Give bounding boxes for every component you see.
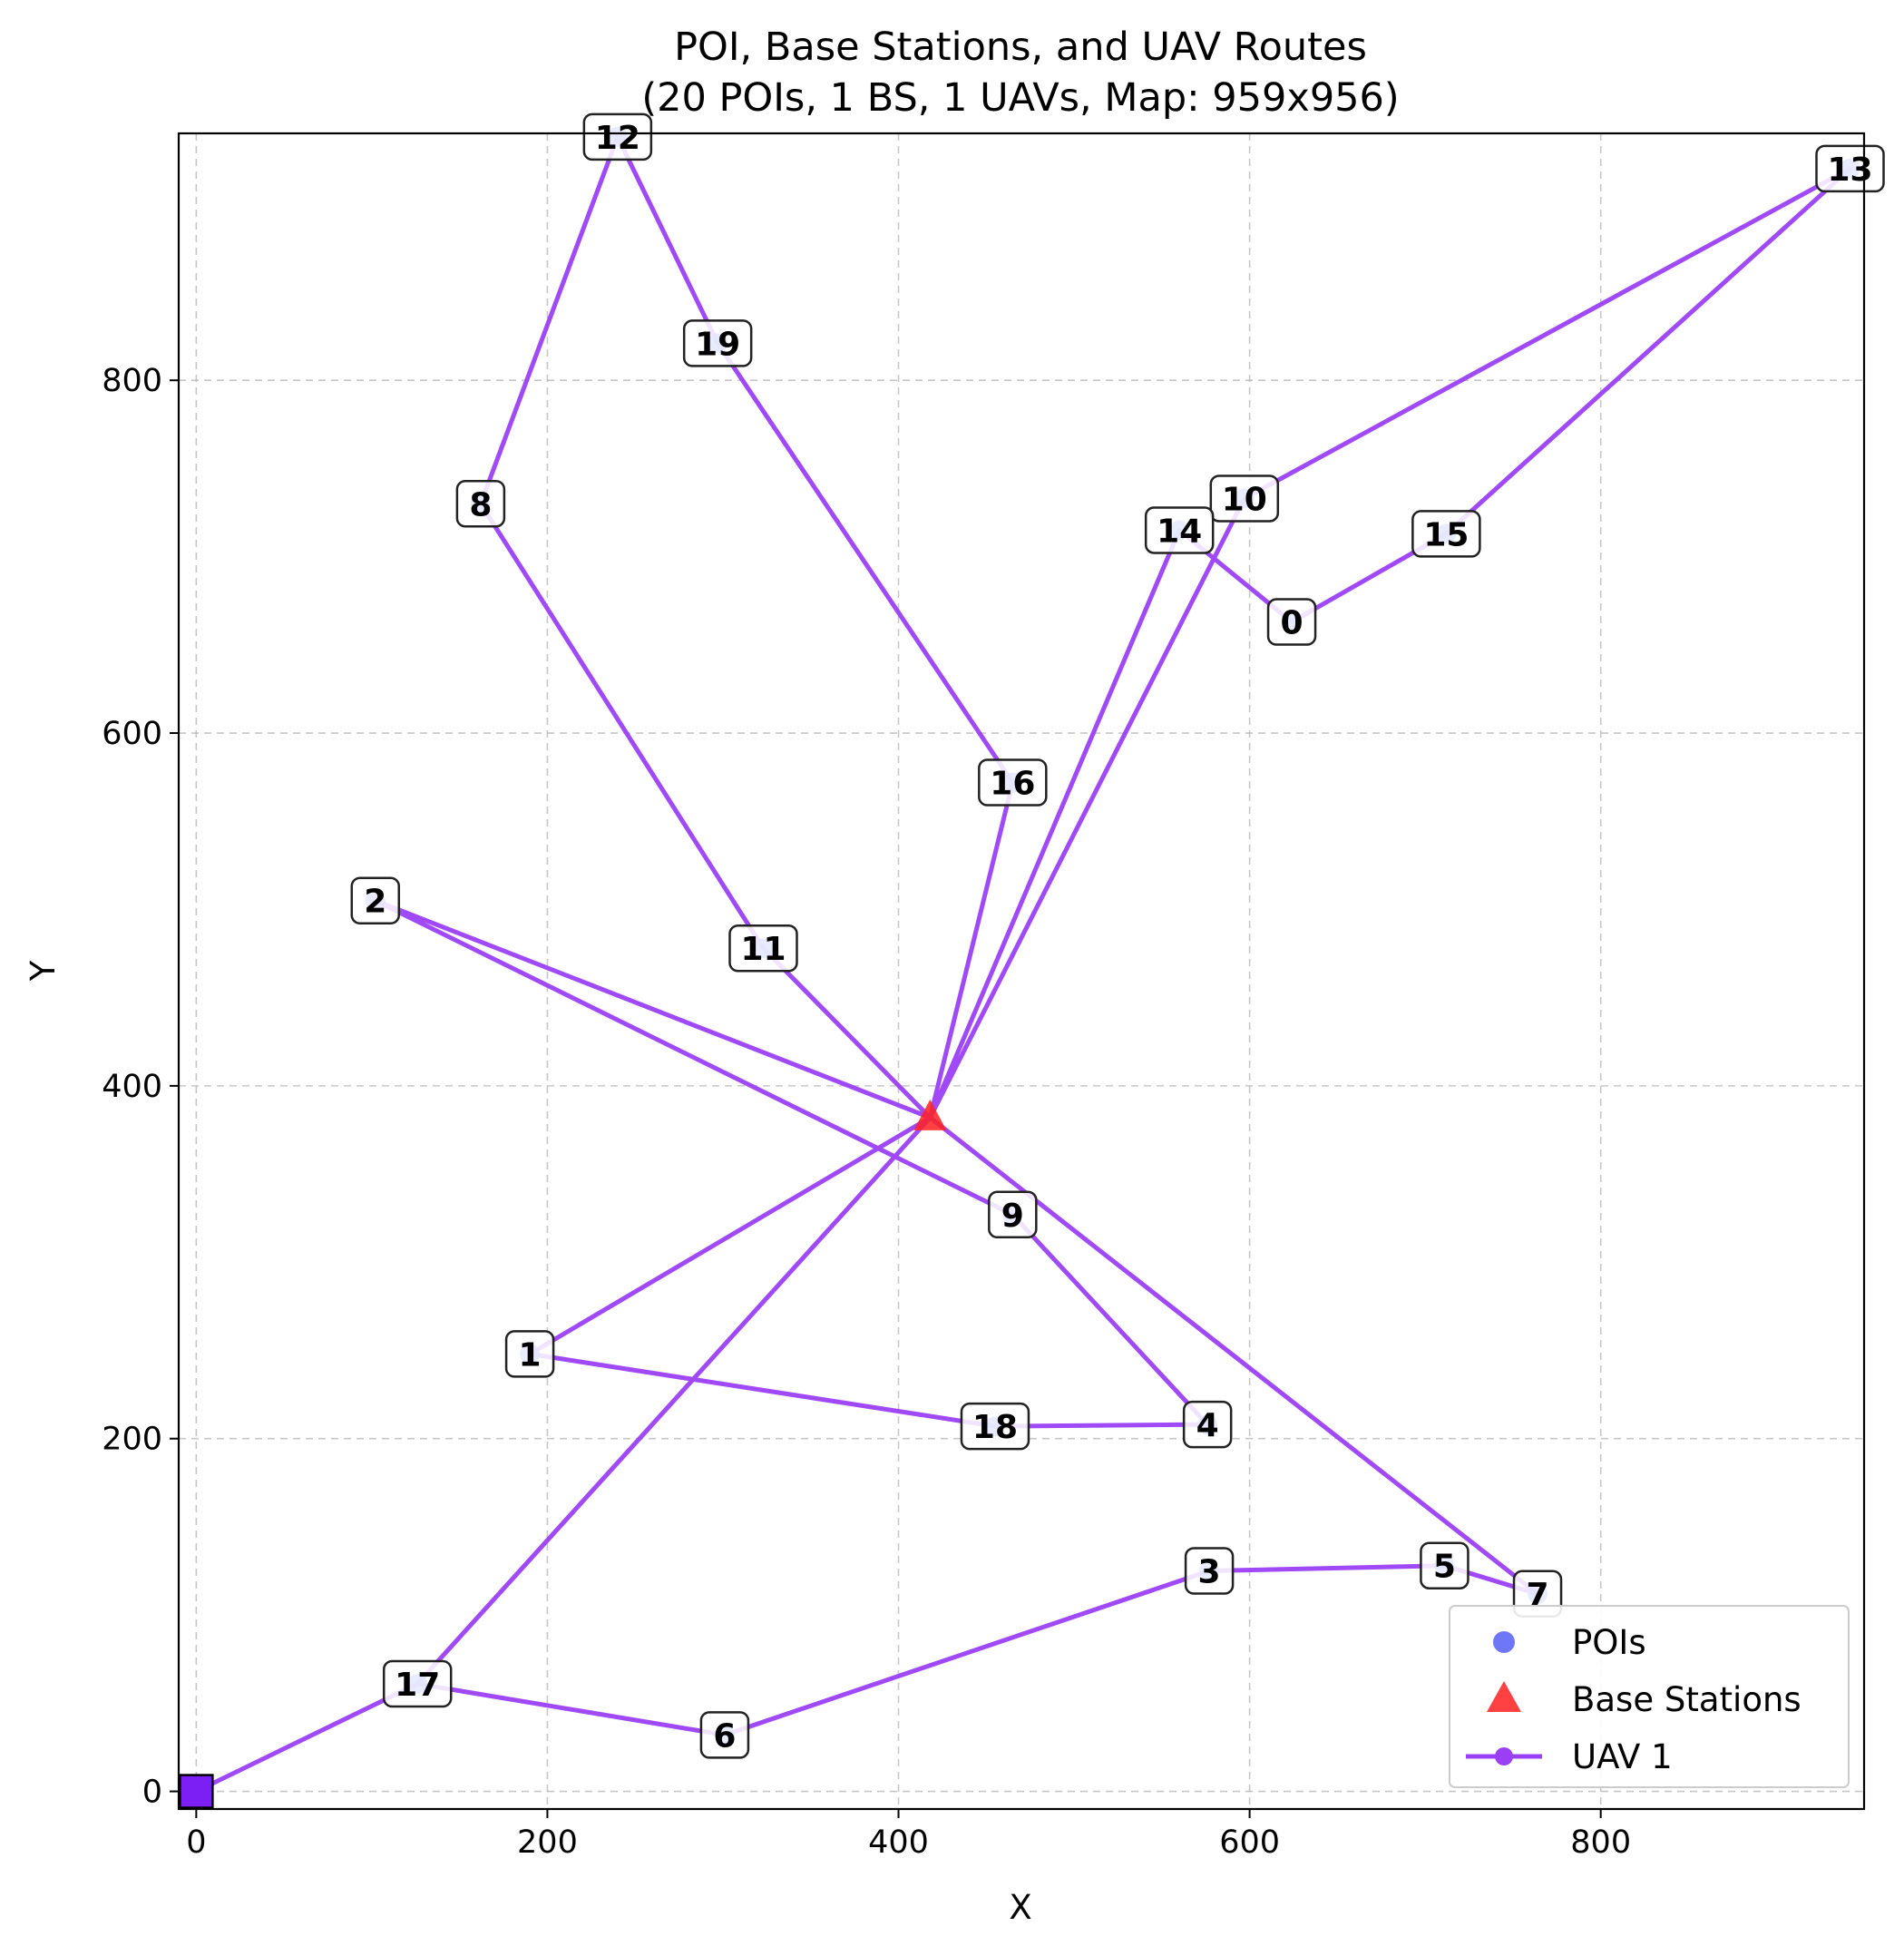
poi-label: 18 bbox=[972, 1409, 1018, 1446]
chart-subtitle: (20 POIs, 1 BS, 1 UAVs, Map: 959x956) bbox=[641, 75, 1399, 121]
y-tick-label: 800 bbox=[102, 363, 162, 399]
poi-label: 6 bbox=[713, 1717, 736, 1755]
x-tick-label: 400 bbox=[868, 1824, 929, 1861]
poi-label: 3 bbox=[1198, 1554, 1221, 1591]
uav-route-line bbox=[193, 134, 1853, 1795]
poi-label-box bbox=[988, 1190, 1038, 1239]
poi-label-box bbox=[382, 1659, 453, 1708]
poi-label: 2 bbox=[364, 884, 386, 921]
poi-label-box bbox=[960, 1402, 1030, 1451]
poi-label: 4 bbox=[1196, 1407, 1219, 1444]
poi-label: 11 bbox=[740, 931, 786, 968]
y-tick-label: 0 bbox=[142, 1775, 162, 1811]
base-station-marker bbox=[913, 1099, 947, 1130]
poi-label-box bbox=[1420, 1541, 1469, 1589]
poi-label-box bbox=[1815, 144, 1885, 193]
poi-label: 14 bbox=[1157, 513, 1202, 550]
legend-box bbox=[1449, 1605, 1850, 1788]
poi-label-box bbox=[1411, 510, 1481, 558]
depot-marker bbox=[179, 1774, 214, 1809]
plot-frame bbox=[177, 132, 1866, 1811]
legend-label: POIs bbox=[1572, 1623, 1646, 1662]
poi-label: 5 bbox=[1433, 1549, 1456, 1586]
poi-label-box bbox=[504, 1330, 555, 1378]
legend-poi-marker bbox=[1493, 1631, 1515, 1653]
poi-label-box bbox=[728, 924, 798, 973]
y-tick-label: 600 bbox=[102, 716, 162, 752]
y-axis-title: Y bbox=[24, 960, 63, 982]
legend-label: UAV 1 bbox=[1572, 1737, 1673, 1776]
poi-label: 19 bbox=[695, 326, 740, 363]
poi-label-box bbox=[582, 112, 653, 161]
poi-label: 13 bbox=[1827, 152, 1872, 189]
legend-base-station-marker bbox=[1487, 1681, 1521, 1712]
y-tick-label: 400 bbox=[102, 1069, 162, 1105]
markers bbox=[179, 126, 1860, 1809]
poi-label: 15 bbox=[1423, 516, 1469, 553]
poi-label-box bbox=[1184, 1547, 1235, 1595]
x-tick-label: 200 bbox=[517, 1824, 578, 1861]
chart-title: POI, Base Stations, and UAV Routes bbox=[674, 24, 1367, 70]
poi-label: 17 bbox=[395, 1667, 440, 1704]
x-tick-label: 800 bbox=[1570, 1824, 1631, 1861]
legend: POIs Base Stations UAV 1 bbox=[1449, 1605, 1850, 1788]
x-tick-label: 0 bbox=[186, 1824, 206, 1861]
y-tick-label: 200 bbox=[102, 1422, 162, 1458]
x-axis-title: X bbox=[1009, 1888, 1031, 1927]
poi-label-box bbox=[1182, 1400, 1233, 1449]
poi-label-box bbox=[699, 1711, 750, 1759]
poi-label: 1 bbox=[519, 1336, 542, 1374]
poi-label-box bbox=[682, 319, 753, 367]
uav-routes bbox=[193, 134, 1853, 1795]
legend-uav-marker bbox=[1495, 1747, 1513, 1765]
poi-label-box bbox=[978, 758, 1048, 807]
poi-label-box bbox=[455, 480, 506, 528]
poi-label-box bbox=[1266, 598, 1317, 646]
poi-label-box bbox=[1209, 474, 1280, 523]
poi-label: 9 bbox=[1001, 1198, 1024, 1235]
poi-label: 10 bbox=[1222, 481, 1267, 518]
poi-label: 12 bbox=[595, 120, 640, 157]
poi-label-box bbox=[1144, 506, 1215, 554]
poi-label: 16 bbox=[990, 765, 1035, 802]
legend-label: Base Stations bbox=[1572, 1680, 1801, 1719]
axis-ticks: 0 200 400 600 800 0 200 400 600 800 bbox=[102, 363, 1631, 1861]
poi-label: 0 bbox=[1281, 605, 1304, 642]
poi-label: 8 bbox=[469, 486, 492, 523]
x-tick-label: 600 bbox=[1219, 1824, 1280, 1861]
poi-label-box bbox=[350, 876, 401, 924]
